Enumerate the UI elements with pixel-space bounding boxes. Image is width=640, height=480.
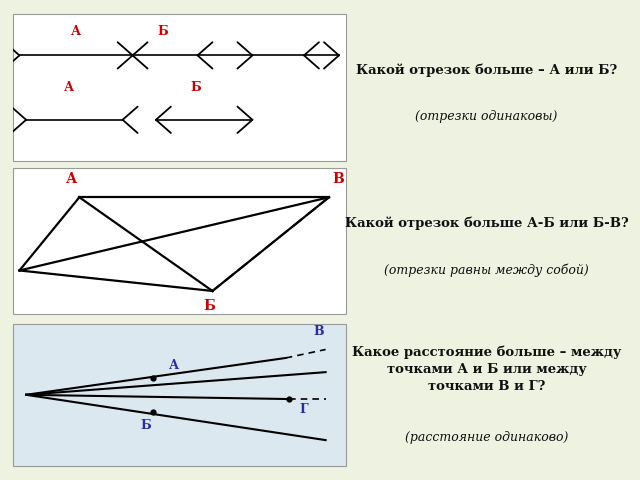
Text: А: А xyxy=(169,360,179,372)
FancyBboxPatch shape xyxy=(13,168,346,314)
Text: В: В xyxy=(314,325,324,338)
Text: (отрезки одинаковы): (отрезки одинаковы) xyxy=(415,110,557,123)
Text: (расстояние одинаково): (расстояние одинаково) xyxy=(404,431,568,444)
Text: А: А xyxy=(64,81,74,94)
Text: Г: Г xyxy=(299,403,308,416)
Text: А: А xyxy=(71,25,81,38)
Text: Какой отрезок больше – А или Б?: Какой отрезок больше – А или Б? xyxy=(356,63,617,77)
FancyBboxPatch shape xyxy=(13,324,346,466)
Text: А: А xyxy=(66,172,77,186)
Text: В: В xyxy=(332,172,344,186)
Text: Б: Б xyxy=(157,25,168,38)
Text: Какое расстояние больше – между
точками А и Б или между
точками В и Г?: Какое расстояние больше – между точками … xyxy=(352,346,621,393)
Text: (отрезки равны между собой): (отрезки равны между собой) xyxy=(384,264,589,277)
Text: Б: Б xyxy=(204,299,215,313)
Text: Какой отрезок больше А-Б или Б-В?: Какой отрезок больше А-Б или Б-В? xyxy=(344,217,628,230)
Text: Б: Б xyxy=(191,81,201,94)
FancyBboxPatch shape xyxy=(13,14,346,161)
Text: Б: Б xyxy=(141,419,151,432)
